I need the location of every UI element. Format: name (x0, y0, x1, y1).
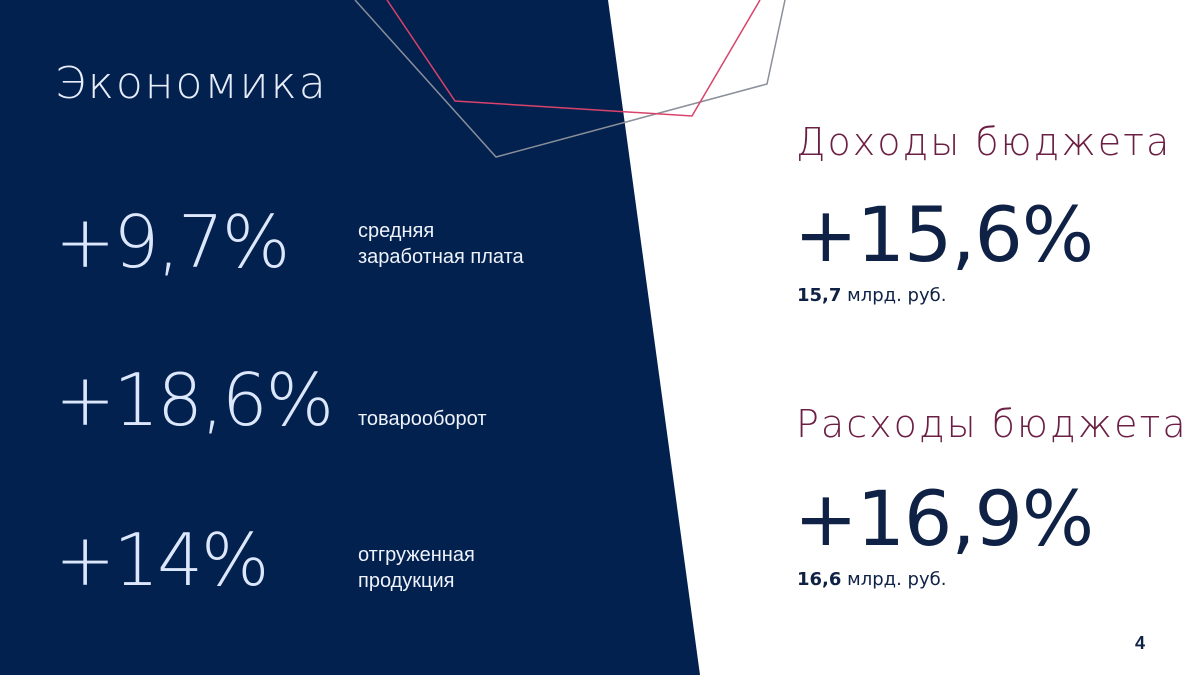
income-title: Доходы бюджета (796, 120, 1172, 164)
stat-value-turnover: +18,6% (55, 358, 334, 442)
label-line: заработная плата (358, 246, 524, 268)
income-amount-unit: млрд. руб. (847, 285, 947, 306)
section-title: Экономика (55, 58, 328, 109)
stat-label-shipped: отгруженная продукция (358, 542, 475, 594)
stat-label-turnover: товарооборот (358, 408, 487, 430)
stat-value-salary: +9,7% (55, 200, 290, 284)
label-line: средняя (358, 220, 435, 242)
income-amount-number: 15,7 (797, 285, 842, 306)
page-number: 4 (1135, 633, 1146, 653)
grey-decor-line (354, 0, 786, 158)
stat-label-salary: средняя заработная плата (358, 218, 524, 270)
expense-amount-unit: млрд. руб. (847, 569, 947, 590)
expense-amount: 16,6 млрд. руб. (797, 569, 946, 590)
expense-title: Расходы бюджета (796, 402, 1188, 446)
red-decor-line (386, 0, 761, 117)
label-line: отгруженная (358, 544, 475, 566)
navy-panel (0, 0, 700, 675)
stat-value-shipped: +14% (55, 518, 269, 602)
income-amount: 15,7 млрд. руб. (797, 285, 946, 306)
expense-value: +16,9% (794, 474, 1094, 563)
income-value: +15,6% (794, 190, 1094, 279)
label-line: продукция (358, 570, 455, 592)
expense-amount-number: 16,6 (797, 569, 842, 590)
